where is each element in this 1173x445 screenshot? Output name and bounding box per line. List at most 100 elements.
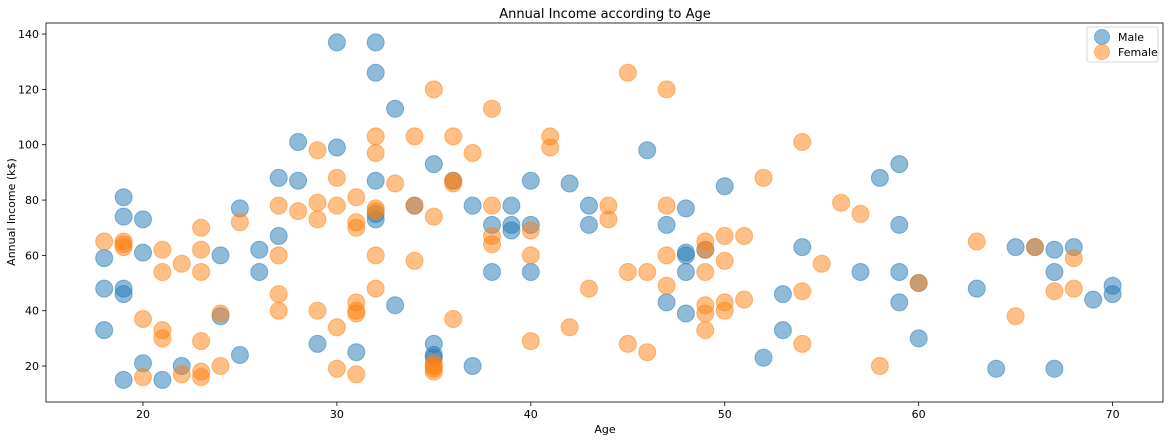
point-female: [424, 80, 443, 99]
point-female: [735, 227, 754, 245]
point-female: [483, 227, 501, 245]
point-male: [773, 321, 792, 340]
series-female: [95, 63, 1083, 387]
x-tick-label: 20: [136, 408, 150, 421]
point-female: [114, 232, 133, 251]
y-tick-label: 140: [18, 28, 39, 41]
point-male: [483, 263, 501, 281]
point-female: [269, 285, 288, 304]
point-female: [696, 296, 715, 315]
point-female: [269, 246, 288, 265]
chart-title: Annual Income according to Age: [499, 7, 710, 22]
point-male: [890, 263, 909, 281]
point-male: [95, 321, 114, 340]
point-female: [560, 318, 579, 337]
point-female: [172, 254, 191, 273]
point-female: [735, 290, 754, 309]
point-female: [1045, 282, 1064, 301]
point-female: [483, 99, 501, 118]
point-female: [483, 196, 501, 215]
point-female: [386, 174, 405, 193]
point-male: [269, 227, 288, 245]
y-tick-label: 20: [25, 360, 39, 373]
point-female: [444, 310, 463, 328]
x-tick-label: 30: [330, 408, 344, 421]
point-male: [890, 293, 909, 312]
point-female: [657, 196, 676, 215]
point-female: [1064, 279, 1083, 298]
point-female: [580, 279, 598, 298]
point-male: [250, 240, 269, 259]
point-female: [230, 213, 249, 232]
point-female: [851, 204, 870, 223]
y-axis-label: Annual Income (k$): [5, 158, 18, 266]
point-female: [366, 199, 385, 218]
point-male: [1045, 240, 1064, 259]
point-male: [1045, 359, 1064, 378]
plot-points: [95, 33, 1122, 389]
point-female: [269, 196, 288, 215]
chart-legend: Male Female: [1086, 26, 1159, 63]
point-male: [250, 263, 269, 281]
point-female: [347, 213, 366, 232]
point-female: [715, 293, 734, 312]
legend-female-label: Female: [1118, 46, 1158, 59]
point-male: [1006, 238, 1025, 257]
point-male: [676, 304, 695, 323]
point-male: [153, 370, 172, 389]
point-male: [890, 155, 909, 174]
point-female: [192, 218, 211, 237]
point-female: [327, 359, 346, 378]
point-female: [793, 133, 812, 151]
y-tick-label: 100: [18, 139, 39, 152]
x-tick-label: 40: [524, 408, 538, 421]
point-male: [676, 199, 695, 218]
point-male: [95, 279, 114, 298]
point-female: [327, 196, 346, 215]
point-female: [172, 365, 191, 384]
point-female: [347, 365, 366, 384]
point-female: [153, 263, 172, 281]
point-female: [308, 210, 327, 229]
point-female: [444, 171, 463, 190]
point-female: [134, 368, 152, 387]
point-male: [967, 279, 986, 298]
point-male: [308, 334, 327, 353]
point-male: [289, 171, 308, 190]
point-male: [424, 155, 443, 174]
point-female: [832, 193, 851, 212]
point-female: [657, 276, 676, 295]
plot-area-frame: [45, 22, 1164, 403]
y-tick-label: 80: [25, 194, 39, 207]
point-female: [347, 293, 366, 312]
point-female: [153, 321, 172, 340]
point-male: [366, 171, 385, 190]
point-male: [987, 359, 1006, 378]
point-male: [289, 133, 308, 151]
point-female: [521, 221, 540, 240]
point-male: [386, 99, 405, 118]
point-female: [366, 127, 385, 146]
point-male: [909, 329, 928, 348]
point-male: [463, 196, 482, 215]
point-female: [308, 301, 327, 320]
point-male: [211, 246, 230, 265]
point-female: [347, 188, 366, 207]
point-female: [618, 63, 637, 82]
point-female: [308, 193, 327, 212]
x-tick-label: 50: [718, 408, 732, 421]
point-female: [754, 168, 773, 187]
point-male: [715, 177, 734, 196]
point-male: [638, 141, 657, 160]
point-female: [424, 207, 443, 226]
point-female: [521, 332, 540, 351]
point-male: [1084, 290, 1103, 309]
point-female: [269, 301, 288, 320]
point-female: [696, 232, 715, 251]
point-male: [657, 293, 676, 312]
legend-male-marker: [1094, 29, 1110, 45]
point-female: [327, 318, 346, 337]
point-female: [153, 240, 172, 259]
point-male: [386, 296, 405, 315]
point-male: [114, 370, 133, 389]
